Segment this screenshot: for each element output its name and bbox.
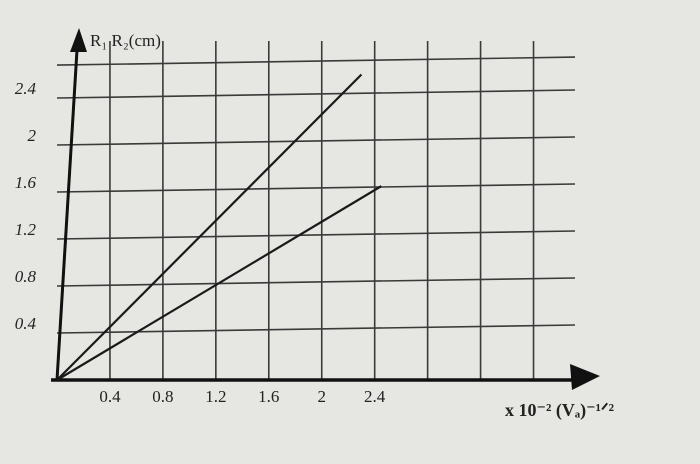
y-tick-label: 1.6	[15, 173, 37, 192]
grid-line	[56, 183, 576, 193]
y-tick-label: 2	[28, 126, 37, 145]
x-axis-label: x 10⁻² (Vₐ)⁻¹ᐟ²	[505, 400, 614, 421]
y-axis-label: R₁ R₂(cm)	[90, 31, 161, 50]
y-tick-label: 2.4	[15, 79, 37, 98]
y-axis	[55, 49, 79, 381]
grid-line	[56, 136, 576, 146]
grid-line	[56, 277, 576, 287]
x-axis-arrow	[570, 364, 600, 390]
x-tick-label: 2	[317, 387, 326, 406]
x-tick-label: 0.8	[152, 387, 173, 406]
x-tick-label: 0.4	[99, 387, 121, 406]
data-line	[56, 73, 363, 381]
x-tick-label: 1.6	[258, 387, 279, 406]
grid-line	[56, 324, 576, 334]
x-tick-label: 1.2	[205, 387, 226, 406]
y-tick-label: 0.4	[15, 314, 37, 333]
grid-line	[56, 56, 576, 66]
grid-line	[56, 89, 576, 99]
data-line	[56, 185, 382, 381]
y-tick-label: 1.2	[15, 220, 37, 239]
y-axis-arrow	[70, 28, 87, 52]
x-tick-label: 2.4	[364, 387, 386, 406]
grid-line	[56, 230, 576, 240]
y-tick-label: 0.8	[15, 267, 37, 286]
